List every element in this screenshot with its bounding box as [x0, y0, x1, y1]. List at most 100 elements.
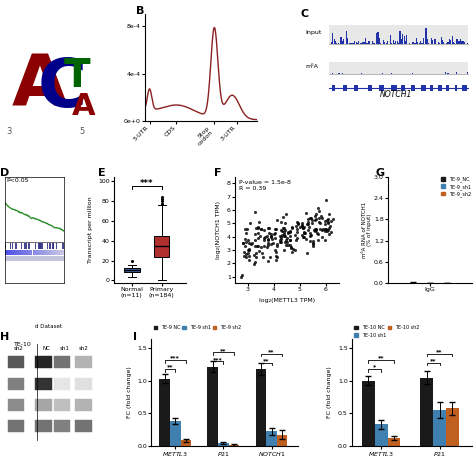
Point [273, 253, 280, 261]
Bar [438, 85, 442, 91]
Text: D: D [0, 168, 9, 178]
Text: H: H [0, 332, 9, 342]
Point [294, 219, 301, 227]
Bar [54, 356, 71, 368]
Bar [49, 250, 50, 255]
Point [309, 242, 317, 249]
Point [291, 246, 299, 254]
Text: **: ** [268, 349, 275, 354]
Point [300, 225, 307, 232]
Bar [360, 43, 361, 44]
Bar [406, 35, 408, 44]
Bar [391, 43, 392, 44]
Bar [446, 408, 459, 446]
Bar [426, 28, 427, 44]
Bar [21, 243, 22, 249]
Bar [54, 420, 71, 432]
Point [305, 223, 312, 231]
Text: 5: 5 [79, 128, 84, 137]
Bar [24, 243, 25, 249]
Bar [16, 250, 17, 255]
Text: **: ** [263, 358, 270, 363]
Point [282, 241, 290, 248]
Point [265, 229, 273, 237]
Bar [8, 356, 24, 368]
Point [238, 272, 246, 279]
Point [323, 217, 330, 224]
Text: G: G [375, 168, 384, 178]
Point [321, 225, 328, 232]
Bar [8, 378, 24, 390]
Point [287, 243, 295, 251]
Bar [405, 41, 406, 44]
Point [302, 210, 310, 217]
Bar [39, 243, 40, 249]
Point [264, 241, 272, 249]
Bar [54, 250, 55, 255]
Bar [16, 243, 17, 249]
Bar [464, 42, 465, 44]
Point [270, 230, 278, 238]
Bar [37, 250, 38, 255]
Point [271, 229, 279, 237]
Bar [62, 250, 63, 255]
Bar [61, 250, 62, 255]
Bar [442, 40, 443, 44]
Text: *: * [373, 365, 376, 370]
Bar [26, 250, 27, 255]
Point [246, 246, 253, 254]
Bar [29, 250, 30, 255]
Point [271, 246, 279, 254]
Point [260, 226, 267, 234]
Bar [11, 250, 12, 255]
Point [312, 226, 320, 233]
Point [282, 210, 290, 218]
Point [240, 239, 247, 247]
Bar [365, 38, 366, 44]
Text: ***: *** [140, 179, 154, 188]
Bar [46, 250, 47, 255]
Point [256, 232, 264, 239]
Point [245, 240, 253, 247]
Bar [75, 420, 91, 432]
Text: **: ** [378, 356, 384, 361]
Point [300, 229, 308, 237]
Point [253, 249, 260, 256]
Bar [379, 85, 384, 91]
Point [243, 238, 250, 246]
Point [284, 230, 292, 237]
Bar [75, 378, 91, 390]
Bar [453, 42, 454, 44]
Bar [39, 243, 40, 249]
Bar [39, 250, 40, 255]
Point [325, 230, 332, 238]
Bar [36, 250, 37, 255]
Bar [54, 378, 71, 390]
Point [299, 219, 306, 227]
Point [261, 233, 268, 240]
Bar [351, 43, 353, 44]
Point [281, 232, 288, 240]
Point [315, 218, 322, 226]
Bar [391, 85, 397, 91]
Point [288, 224, 295, 231]
Bar [35, 420, 52, 432]
Bar [277, 435, 287, 446]
Point [321, 220, 329, 228]
Bar [51, 250, 52, 255]
Bar [36, 243, 37, 249]
Bar [228, 445, 239, 446]
Legend: TE-10 NC, TE-10 sh1, TE-10 sh2: TE-10 NC, TE-10 sh1, TE-10 sh2 [355, 325, 419, 337]
Point [306, 215, 314, 222]
Point [282, 238, 289, 246]
Point [319, 225, 327, 233]
Bar [457, 39, 458, 44]
Bar [357, 43, 358, 44]
Bar [25, 250, 26, 255]
Point [246, 219, 254, 227]
Point [269, 240, 277, 247]
Bar [417, 42, 419, 44]
Point [263, 243, 271, 250]
Bar [40, 243, 41, 249]
Point [322, 196, 330, 204]
